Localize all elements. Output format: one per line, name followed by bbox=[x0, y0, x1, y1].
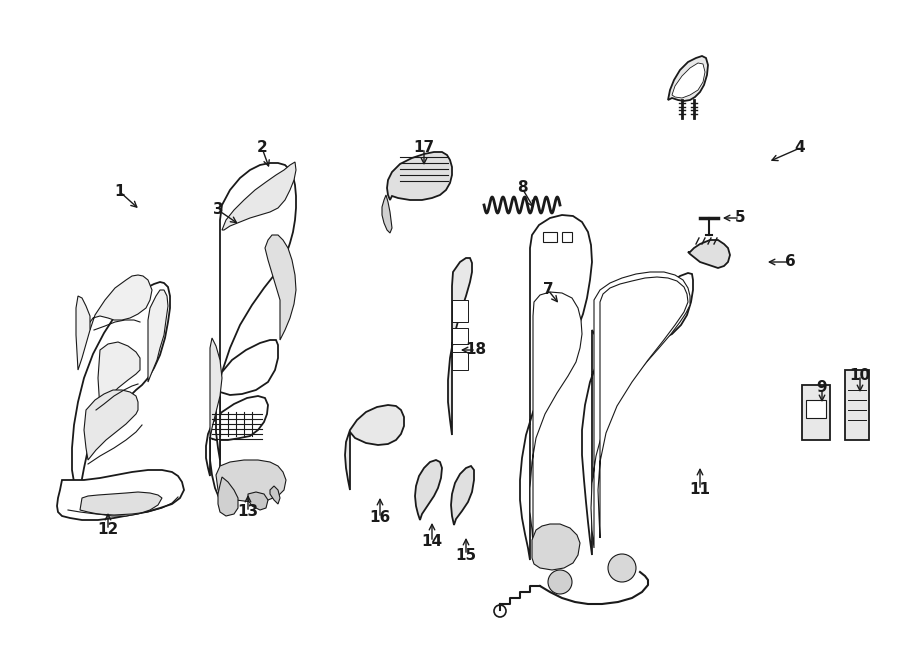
Text: 6: 6 bbox=[785, 254, 796, 270]
Bar bbox=[802, 385, 830, 440]
Bar bbox=[543, 232, 557, 242]
Polygon shape bbox=[668, 56, 708, 101]
Text: 13: 13 bbox=[238, 504, 258, 520]
Polygon shape bbox=[216, 340, 278, 460]
Polygon shape bbox=[591, 272, 690, 548]
Polygon shape bbox=[520, 215, 592, 560]
Text: 2: 2 bbox=[256, 141, 267, 155]
Polygon shape bbox=[84, 390, 138, 460]
Polygon shape bbox=[265, 235, 296, 340]
Text: 5: 5 bbox=[734, 210, 745, 225]
Polygon shape bbox=[415, 460, 442, 520]
Polygon shape bbox=[210, 163, 296, 500]
Polygon shape bbox=[451, 466, 474, 525]
Text: 16: 16 bbox=[369, 510, 391, 525]
Polygon shape bbox=[148, 290, 168, 382]
Bar bbox=[452, 300, 468, 322]
Bar bbox=[845, 370, 869, 440]
Polygon shape bbox=[688, 240, 730, 268]
Polygon shape bbox=[216, 460, 286, 502]
Circle shape bbox=[608, 554, 636, 582]
Circle shape bbox=[548, 570, 572, 594]
Polygon shape bbox=[270, 486, 280, 504]
Bar bbox=[452, 328, 468, 344]
Polygon shape bbox=[387, 152, 452, 200]
Polygon shape bbox=[582, 273, 693, 555]
Text: 12: 12 bbox=[97, 522, 119, 537]
Polygon shape bbox=[98, 342, 140, 410]
Text: 18: 18 bbox=[465, 342, 487, 358]
Polygon shape bbox=[598, 277, 688, 538]
Polygon shape bbox=[80, 492, 162, 516]
Polygon shape bbox=[88, 275, 152, 330]
Polygon shape bbox=[382, 195, 392, 233]
Polygon shape bbox=[218, 477, 238, 516]
Text: 7: 7 bbox=[543, 282, 553, 297]
Text: 4: 4 bbox=[795, 141, 806, 155]
Text: 9: 9 bbox=[816, 381, 827, 395]
Text: 1: 1 bbox=[115, 184, 125, 200]
Polygon shape bbox=[210, 338, 222, 440]
Bar bbox=[452, 352, 468, 370]
Text: 8: 8 bbox=[517, 180, 527, 196]
Polygon shape bbox=[532, 524, 580, 570]
Polygon shape bbox=[530, 292, 582, 545]
Bar bbox=[562, 232, 572, 242]
Text: 11: 11 bbox=[689, 483, 710, 498]
Bar bbox=[806, 400, 826, 418]
Polygon shape bbox=[72, 282, 170, 500]
Text: 17: 17 bbox=[413, 141, 435, 155]
Text: 14: 14 bbox=[421, 535, 443, 549]
Polygon shape bbox=[206, 396, 268, 476]
Polygon shape bbox=[57, 470, 184, 520]
Polygon shape bbox=[76, 296, 90, 370]
Polygon shape bbox=[672, 63, 705, 98]
Text: 10: 10 bbox=[850, 368, 870, 383]
Text: 3: 3 bbox=[212, 202, 223, 217]
Text: 15: 15 bbox=[455, 547, 477, 563]
Polygon shape bbox=[345, 405, 404, 490]
Polygon shape bbox=[448, 258, 472, 435]
Polygon shape bbox=[222, 162, 296, 230]
Polygon shape bbox=[248, 492, 268, 510]
